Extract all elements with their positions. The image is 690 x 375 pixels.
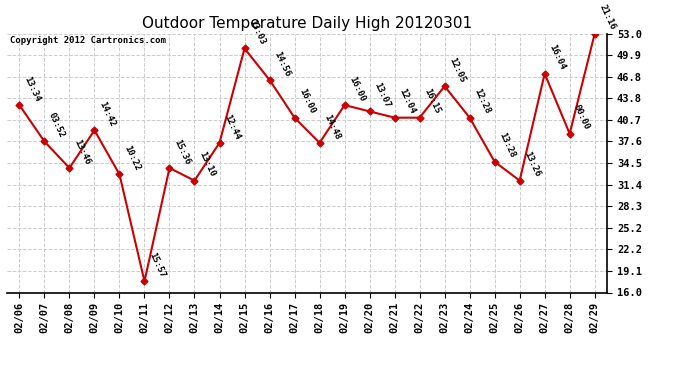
Text: 13:10: 13:10 <box>197 150 217 178</box>
Text: 16:15: 16:15 <box>422 87 442 116</box>
Text: 16:00: 16:00 <box>297 87 317 116</box>
Text: 13:28: 13:28 <box>497 132 517 160</box>
Text: Copyright 2012 Cartronics.com: Copyright 2012 Cartronics.com <box>10 36 166 45</box>
Text: 13:46: 13:46 <box>72 138 92 166</box>
Text: 12:44: 12:44 <box>222 112 242 141</box>
Text: 13:26: 13:26 <box>522 150 542 178</box>
Text: 14:48: 14:48 <box>322 112 342 141</box>
Text: 15:36: 15:36 <box>172 138 192 166</box>
Text: 00:00: 00:00 <box>572 104 592 132</box>
Text: 14:56: 14:56 <box>272 50 292 78</box>
Text: 12:28: 12:28 <box>472 87 492 116</box>
Text: 13:03: 13:03 <box>247 18 266 46</box>
Text: 13:34: 13:34 <box>22 75 41 103</box>
Title: Outdoor Temperature Daily High 20120301: Outdoor Temperature Daily High 20120301 <box>142 16 472 31</box>
Text: 03:52: 03:52 <box>47 111 66 140</box>
Text: 16:00: 16:00 <box>347 75 366 103</box>
Text: 21:16: 21:16 <box>598 3 617 32</box>
Text: 13:07: 13:07 <box>372 81 392 109</box>
Text: 14:42: 14:42 <box>97 100 117 128</box>
Text: 12:04: 12:04 <box>397 87 417 116</box>
Text: 12:05: 12:05 <box>447 56 466 84</box>
Text: 16:04: 16:04 <box>547 44 566 72</box>
Text: 15:57: 15:57 <box>147 251 166 279</box>
Text: 10:22: 10:22 <box>122 144 141 172</box>
